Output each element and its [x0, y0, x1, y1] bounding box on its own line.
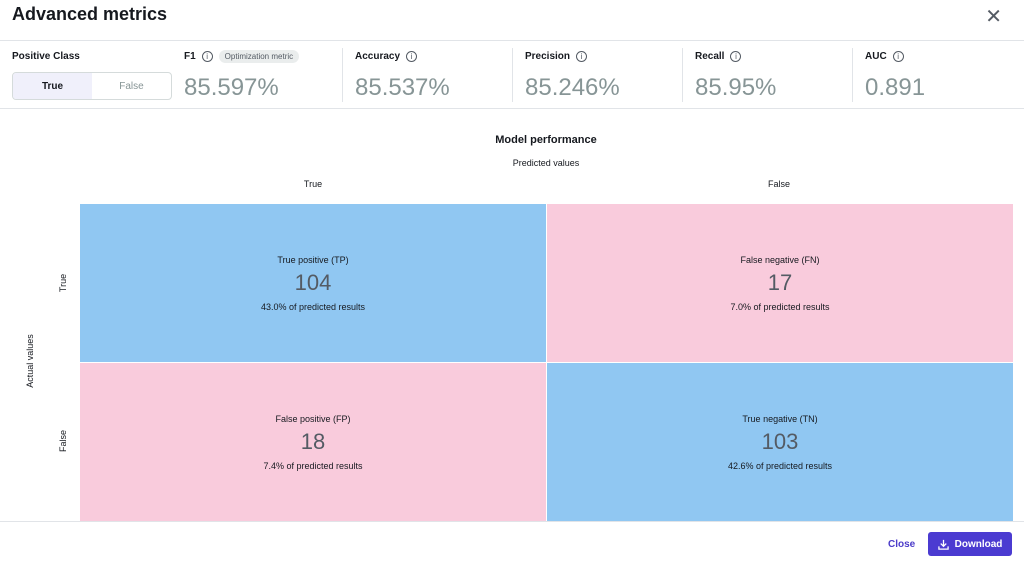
cell-true-positive: True positive (TP) 104 43.0% of predicte…	[80, 204, 546, 362]
cell-false-negative: False negative (FN) 17 7.0% of predicted…	[547, 204, 1013, 362]
divider	[0, 108, 1024, 109]
metric-label: AUC	[865, 50, 887, 62]
cell-percent: 43.0% of predicted results	[260, 301, 366, 312]
metric-recall: Recall i 85.95%	[682, 48, 776, 102]
metric-value: 85.95%	[695, 74, 777, 101]
metric-value: 85.246%	[525, 74, 620, 101]
close-button[interactable]: Close	[888, 539, 916, 550]
cell-percent: 42.6% of predicted results	[727, 460, 833, 471]
info-icon[interactable]: i	[576, 50, 588, 62]
metric-value: 0.891	[865, 74, 926, 101]
cell-name: False positive (FP)	[275, 413, 351, 424]
y-axis-title: Actual values	[25, 334, 35, 388]
metric-label: F1	[184, 50, 196, 62]
col-label-false: False	[767, 179, 790, 189]
cell-count: 17	[767, 269, 793, 295]
download-icon	[937, 539, 949, 550]
cell-count: 103	[761, 428, 799, 454]
row-label-true: True	[58, 273, 68, 293]
cell-percent: 7.0% of predicted results	[730, 301, 830, 312]
col-label-true: True	[303, 179, 323, 189]
divider	[0, 40, 1024, 41]
optimization-badge: Optimization metric	[218, 49, 300, 63]
x-axis-title: Predicted values	[512, 158, 580, 168]
cell-count: 18	[300, 428, 326, 454]
cell-percent: 7.4% of predicted results	[263, 460, 363, 471]
download-button[interactable]: Download	[928, 532, 1012, 556]
info-icon[interactable]: i	[406, 50, 418, 62]
positive-class-toggle: True False	[12, 72, 172, 100]
positive-class-false[interactable]: False	[119, 80, 144, 92]
dialog-title: Advanced metrics	[12, 4, 168, 24]
metric-precision: Precision i 85.246%	[512, 48, 620, 102]
cell-false-positive: False positive (FP) 18 7.4% of predicted…	[80, 363, 546, 521]
cell-name: True positive (TP)	[277, 254, 349, 265]
download-label: Download	[954, 538, 1003, 550]
metric-label: Recall	[695, 50, 725, 62]
divider	[0, 521, 1024, 522]
cell-count: 104	[294, 269, 332, 295]
metric-f1: F1 i Optimization metric 85.597%	[172, 48, 300, 102]
chart-title: Model performance	[495, 134, 597, 146]
info-icon[interactable]: i	[892, 50, 904, 62]
metric-auc: AUC i 0.891	[852, 48, 925, 102]
positive-class-label: Positive Class	[12, 51, 80, 62]
metric-label: Precision	[525, 50, 571, 62]
metric-label: Accuracy	[355, 50, 401, 62]
metric-accuracy: Accuracy i 85.537%	[342, 48, 450, 102]
row-label-false: False	[58, 430, 68, 453]
cell-name: False negative (FN)	[740, 254, 820, 265]
cell-true-negative: True negative (TN) 103 42.6% of predicte…	[547, 363, 1013, 521]
info-icon[interactable]: i	[730, 50, 742, 62]
metric-value: 85.597%	[184, 74, 279, 101]
close-icon[interactable]: ✕	[985, 6, 1002, 28]
info-icon[interactable]: i	[201, 50, 213, 62]
metric-value: 85.537%	[355, 74, 450, 101]
positive-class-true[interactable]: True	[13, 73, 92, 99]
cell-name: True negative (TN)	[742, 413, 818, 424]
